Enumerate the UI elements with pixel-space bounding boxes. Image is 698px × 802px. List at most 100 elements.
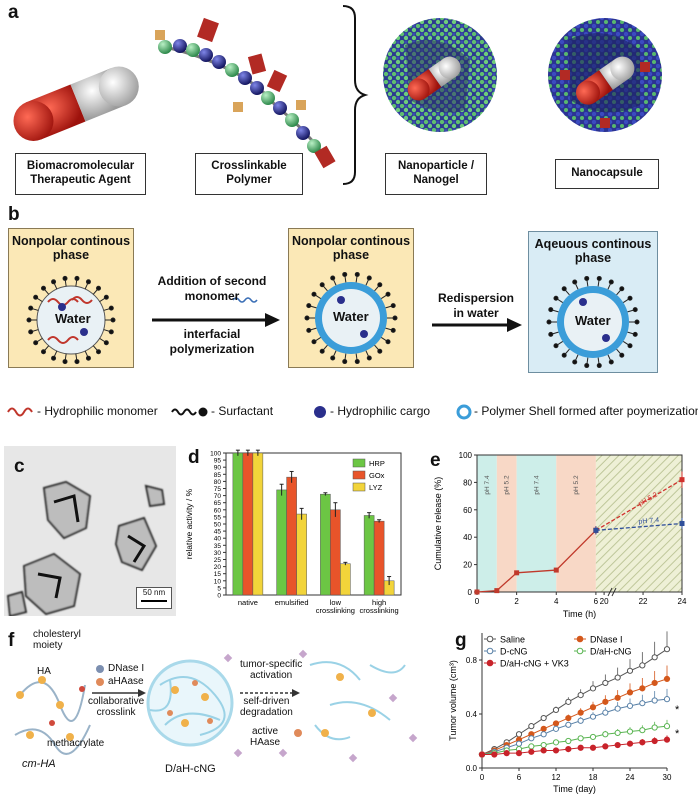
x-axis-label: Time (h) [563,609,596,619]
release-point [494,588,500,594]
data-point [589,704,597,711]
data-point [626,740,634,747]
y-tick-label: 45 [214,529,222,536]
data-point [651,737,658,745]
data-point [577,744,584,751]
data-point [552,720,560,727]
arrow1-top-label: Addition of second monomer [157,274,267,303]
data-point [602,679,609,687]
x-tick-label: 2 [514,597,519,606]
data-point [626,728,634,735]
phase-title-3: Aqeuous continous phase [534,237,652,266]
data-point [639,727,646,734]
data-point [540,747,547,754]
x-tick-label: 12 [552,773,561,782]
label-ahase: aHAase [108,676,144,687]
bar-GOx [242,452,254,596]
significance-mark: * [675,704,680,716]
region-label: pH 5.2 [573,475,580,495]
y-tick-label: 100 [459,451,473,460]
x-tick-label: 24 [626,773,635,782]
data-point [577,735,584,742]
data-point [589,744,597,751]
release-line [595,522,683,531]
data-point [565,746,572,753]
ph-region [477,455,497,592]
data-point [614,705,621,712]
ph-region [516,455,557,592]
data-point [589,685,597,692]
x-category-label: native [238,598,258,607]
panel-d-letter: d [188,447,200,468]
panel-e-letter: e [430,450,441,471]
y-tick-label: 0.0 [466,764,478,773]
y-tick-label: 75 [214,486,222,493]
therapeutic-capsule-icon [13,66,139,141]
panel-a-illustration [13,5,662,185]
bar-GOx [373,520,385,596]
label-tumor-activation: tumor-specific activation [240,659,303,681]
y-tick-label: 0 [217,593,221,600]
release-point [553,567,559,573]
panel-a-letter: a [8,2,19,23]
legend-swatch-HRP [352,458,366,468]
region-label: pH 7.4 [484,475,491,495]
water-label-3: Water [575,313,611,328]
x-category-label: high [372,598,386,607]
arrow1-bottom-label: interfacial polymerization [169,327,255,356]
data-point [552,747,560,754]
data-point [565,737,572,745]
ph-region [496,455,517,592]
y-axis-label: Tumor volume (cm³) [448,660,458,741]
bar-GOx [330,509,341,596]
nanoparticle-nanogel-icon [383,18,497,132]
data-point [651,679,658,687]
bar-LYZ [340,563,351,596]
legend-marker [486,635,494,643]
y-tick-label: 100 [210,451,221,458]
y-tick-label: 0 [468,588,473,597]
phase-title-2: Nonpolar continous phase [291,234,411,263]
y-tick-label: 20 [214,564,222,571]
label-dnase: DNase I [108,663,145,674]
data-point [515,740,523,747]
growth-line [481,678,668,755]
data-point [614,694,621,701]
y-tick-label: 10 [214,578,222,585]
panel-b-letter: b [8,204,20,225]
ahase-icon [96,678,104,686]
panel-f-letter: f [8,630,15,651]
legend-label: D/aH-cNG + VK3 [500,659,569,669]
label-collaborative: collaborative crosslink [88,696,145,718]
x-tick-label: 0 [480,773,485,782]
degraded-network-icon [309,661,406,741]
legend-marker [486,659,494,667]
release-point [474,589,480,595]
data-point [663,675,671,683]
x-tick-label: 4 [554,597,559,606]
panel-b-droplets [7,271,640,420]
data-point [528,723,535,730]
dnase-icon [96,665,104,673]
y-tick-label: 60 [214,507,222,514]
bar-GOx [286,476,297,596]
active-haase-icon [294,729,302,737]
scale-bar: 50 nm [136,587,172,609]
data-point [577,709,584,716]
axis-break [611,587,617,597]
label-biomacromolecular-agent: Biomacromolecular Therapeutic Agent [15,153,146,195]
data-point [651,724,658,731]
data-point [626,667,634,674]
data-point [651,654,658,661]
data-point [663,723,671,730]
x-tick-label: 24 [678,597,687,606]
legend-marker [576,647,584,655]
data-point [589,713,597,720]
x-tick-label: 6 [594,597,599,606]
grouping-brace [342,5,369,185]
y-tick-label: 0.8 [466,656,478,665]
data-point [528,743,535,750]
data-point [552,725,560,732]
y-tick-label: 40 [214,536,222,543]
hydrophilic-cargo-icon [314,406,326,418]
